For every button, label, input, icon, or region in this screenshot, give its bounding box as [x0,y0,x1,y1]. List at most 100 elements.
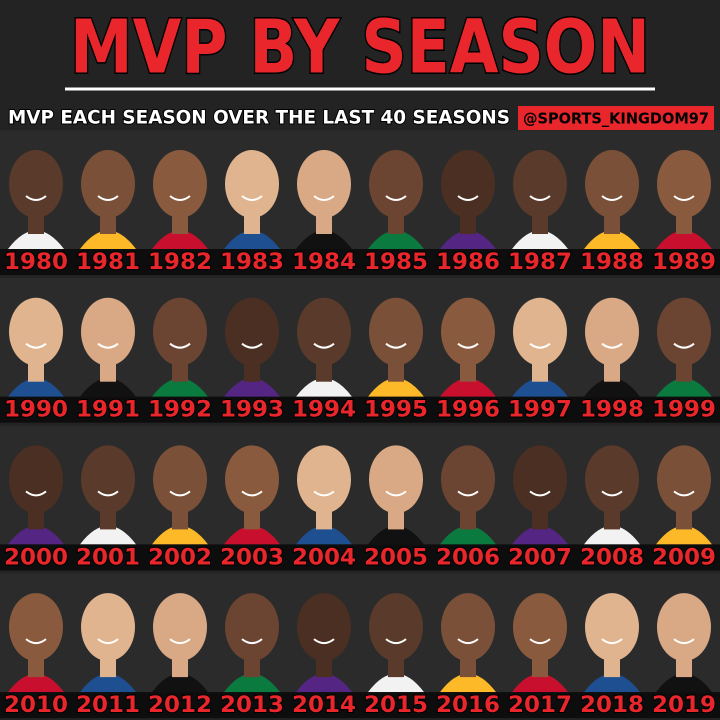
season-year: 1994 [292,398,356,423]
mvp-cell: 1982 [144,130,216,276]
season-year: 2003 [220,545,284,570]
smile [169,638,191,645]
smile [457,490,479,497]
smile [313,638,335,645]
mvp-cell: 1990 [0,278,72,424]
smile [25,342,47,349]
mvp-cell: 1986 [432,130,504,276]
mvp-cell: 2003 [216,425,288,571]
year-band [648,249,720,275]
jersey [224,673,280,693]
mvp-cell: 2005 [360,425,432,571]
year-band [288,396,360,423]
smile [385,638,407,645]
player-head [657,297,711,366]
mvp-cell: 1999 [648,278,720,424]
mvp-cell: 1998 [576,278,648,424]
smile [241,490,263,497]
year-band [72,692,144,719]
jersey [224,525,280,545]
jersey [512,525,568,545]
jersey [152,378,208,397]
player-head [441,445,495,514]
year-band [288,249,360,275]
smile [25,195,47,201]
season-year: 2008 [580,545,644,570]
year-band [576,396,648,423]
jersey [296,378,352,397]
year-band [72,396,144,423]
season-year: 1996 [436,398,500,423]
mvp-cell: 2010 [0,573,72,719]
year-band [144,544,216,571]
jersey [584,378,640,397]
mvp-cell: 2004 [288,425,360,571]
player-head [513,150,567,218]
smile [529,195,551,201]
year-band [576,249,648,275]
player-head [225,150,279,218]
player-head [369,297,423,366]
season-year: 2009 [652,545,716,570]
season-year: 2007 [508,545,572,570]
jersey [80,525,136,545]
mvp-cell: 1997 [504,278,576,424]
mvp-cell: 2014 [288,573,360,719]
year-band [504,249,576,275]
jersey [440,230,496,249]
smile [97,342,119,349]
season-year: 1981 [76,250,140,275]
jersey [152,525,208,545]
year-band [504,692,576,719]
mvp-cell: 2000 [0,425,72,571]
smile [457,195,479,201]
mvp-cell: 1993 [216,278,288,424]
year-band [504,396,576,423]
smile [313,342,335,349]
smile [313,195,335,201]
season-year: 1997 [508,398,572,423]
season-year: 1993 [220,398,284,423]
mvp-cell: 2011 [72,573,144,719]
player-head [297,445,351,514]
jersey [368,673,424,693]
jersey [8,525,64,545]
smile [169,195,191,201]
jersey [224,230,280,249]
year-band [0,396,72,423]
season-year: 1987 [508,250,572,275]
jersey [512,673,568,693]
player-head [585,297,639,366]
player-head [153,150,207,218]
jersey [368,378,424,397]
jersey [80,378,136,397]
jersey [8,378,64,397]
mvp-cell: 1992 [144,278,216,424]
season-year: 1992 [148,398,212,423]
smile [25,490,47,497]
jersey [440,378,496,397]
mvp-cell: 2006 [432,425,504,571]
mvp-cell: 2017 [504,573,576,719]
mvp-cell: 1981 [72,130,144,276]
smile [385,342,407,349]
mvp-cell: 2016 [432,573,504,719]
mvp-cell: 1995 [360,278,432,424]
smile [385,490,407,497]
mvp-cell: 2009 [648,425,720,571]
mvp-cell: 2007 [504,425,576,571]
smile [529,342,551,349]
smile [601,342,623,349]
player-head [657,593,711,662]
season-year: 1990 [4,398,68,423]
season-year: 2019 [652,693,716,718]
jersey [80,230,136,249]
player-head [585,445,639,514]
season-year: 1985 [364,250,428,275]
player-head [81,445,135,514]
smile [673,638,695,645]
mvp-cell: 1980 [0,130,72,276]
smile [385,195,407,201]
player-head [369,150,423,218]
